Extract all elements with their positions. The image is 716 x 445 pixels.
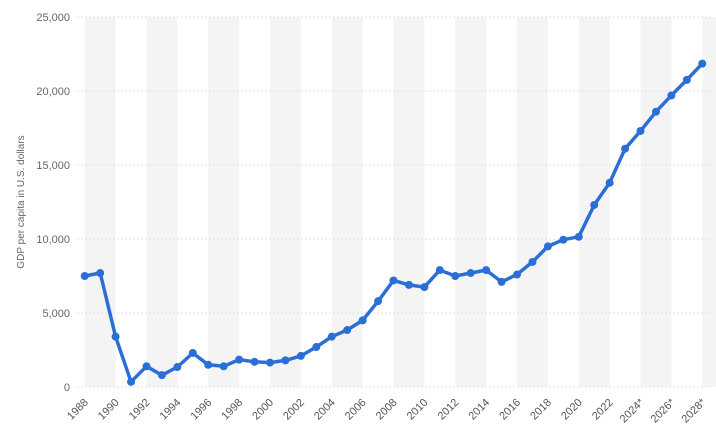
data-point	[574, 232, 583, 241]
data-point	[682, 75, 691, 84]
x-tick-label: 2008	[374, 397, 400, 423]
x-tick-label: 1994	[158, 397, 184, 423]
data-point	[219, 362, 228, 371]
y-tick-label: 15,000	[36, 160, 70, 172]
x-tick-label: 2004	[312, 397, 338, 423]
data-point	[343, 326, 352, 335]
data-point	[513, 270, 522, 279]
data-point	[188, 348, 197, 357]
y-tick-label: 25,000	[36, 12, 70, 24]
x-tick-label: 2018	[528, 397, 554, 423]
background-bands	[84, 17, 716, 387]
y-tick-label: 20,000	[36, 86, 70, 98]
data-series	[80, 59, 707, 386]
data-point	[667, 91, 676, 100]
data-point	[420, 283, 429, 292]
data-point	[651, 107, 660, 116]
y-axis-ticks: 0 5,000 10,000 15,000 20,000 25,000	[36, 12, 70, 394]
background-band	[517, 17, 548, 387]
background-band	[455, 17, 487, 387]
data-point	[281, 356, 290, 365]
background-band	[702, 17, 716, 387]
x-tick-label: 2022	[590, 397, 616, 423]
x-tick-label: 2000	[250, 397, 276, 423]
background-band	[84, 17, 116, 387]
data-point	[543, 242, 552, 251]
data-point	[466, 269, 475, 278]
data-point	[389, 276, 398, 285]
y-axis-label: GDP per capita in U.S. dollars	[16, 135, 27, 268]
data-point	[142, 362, 151, 371]
x-tick-label: 1998	[219, 397, 245, 423]
x-tick-label: 1990	[96, 397, 122, 423]
data-point	[250, 357, 259, 366]
x-tick-label: 2012	[436, 397, 462, 423]
x-tick-label: 2026*	[649, 396, 678, 425]
data-point	[296, 351, 305, 360]
data-point	[265, 358, 274, 367]
data-point	[621, 144, 630, 153]
x-tick-label: 2010	[405, 397, 431, 423]
data-point	[173, 363, 182, 372]
data-point	[497, 277, 506, 286]
data-point	[482, 266, 491, 275]
data-point	[559, 235, 568, 244]
data-point	[590, 200, 599, 209]
data-point	[80, 272, 89, 280]
background-band	[146, 17, 178, 387]
y-tick-label: 0	[64, 382, 70, 394]
data-point	[96, 269, 105, 278]
x-tick-label: 1992	[127, 397, 153, 423]
x-tick-label: 1988	[65, 397, 91, 423]
data-point	[698, 59, 707, 68]
data-point	[374, 297, 383, 306]
y-tick-label: 5,000	[42, 308, 70, 320]
data-point	[127, 377, 136, 386]
x-tick-label: 2024*	[618, 396, 647, 425]
x-tick-label: 1996	[189, 397, 215, 423]
data-point	[404, 280, 413, 289]
data-point	[605, 178, 614, 187]
x-tick-label: 2002	[281, 397, 307, 423]
gridlines	[77, 16, 710, 388]
x-tick-label: 2006	[343, 397, 369, 423]
background-band	[393, 17, 425, 387]
data-point	[327, 332, 336, 341]
data-point	[157, 371, 166, 380]
data-point	[451, 272, 460, 280]
x-tick-label: 2014	[466, 397, 492, 423]
data-point	[358, 316, 367, 325]
data-point	[435, 266, 444, 275]
background-band	[208, 17, 240, 387]
x-axis-ticks: 1988 1990 1992 1994 1996 1998 2000 2002 2004 2006…	[65, 396, 709, 425]
data-point	[528, 257, 537, 266]
x-tick-label: 2028*	[680, 396, 709, 425]
background-band	[269, 17, 301, 387]
data-point	[312, 343, 321, 352]
data-point	[111, 332, 120, 341]
x-tick-label: 2020	[559, 397, 585, 423]
x-tick-label: 2016	[497, 397, 523, 423]
y-tick-label: 10,000	[36, 234, 70, 246]
background-band	[640, 17, 672, 387]
data-point	[235, 355, 244, 364]
data-point	[636, 126, 645, 135]
data-point	[204, 360, 213, 369]
